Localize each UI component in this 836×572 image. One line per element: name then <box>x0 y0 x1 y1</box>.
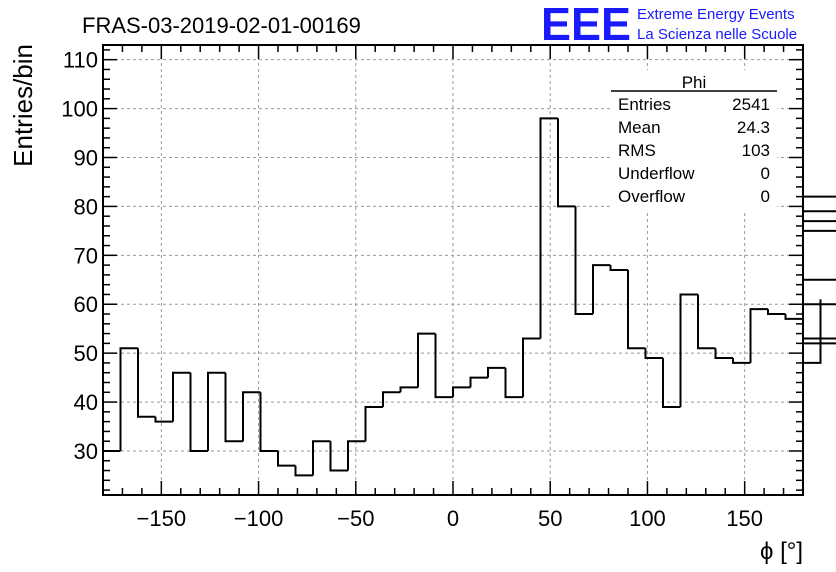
x-tick-label: 150 <box>726 506 763 531</box>
x-tick-labels: −150 −100 −50 0 50 100 150 <box>137 506 763 531</box>
stats-row-label: Entries <box>618 95 671 114</box>
eee-logo-line2: La Scienza nelle Scuole <box>637 26 797 43</box>
stats-title: Phi <box>682 73 707 92</box>
histogram-bin <box>137 348 156 418</box>
x-tick-label: 0 <box>447 506 459 531</box>
eee-logo-line1: Extreme Energy Events <box>637 6 795 23</box>
axes <box>102 44 804 496</box>
chart-title: FRAS-03-2019-02-01-00169 <box>82 13 361 38</box>
histogram-bin <box>522 337 541 398</box>
histogram-bin <box>803 342 836 345</box>
histogram-bin <box>504 367 523 399</box>
stats-row-label: RMS <box>618 141 656 160</box>
y-tick-label: 110 <box>63 48 98 73</box>
histogram-bin <box>294 465 313 477</box>
x-tick-label: −100 <box>234 506 284 531</box>
histogram-bin <box>749 308 768 363</box>
histogram-bin <box>574 206 593 316</box>
stats-row-value: 103 <box>742 141 770 160</box>
x-axis-label: ϕ [°] <box>760 538 803 565</box>
stats-row-value: 0 <box>761 164 770 183</box>
histogram-bin <box>557 118 576 208</box>
histogram-bin <box>172 371 191 422</box>
eee-logo-mark: EEE <box>541 0 631 50</box>
y-tick-label: 100 <box>61 97 98 122</box>
histogram-bin <box>434 333 453 399</box>
histogram-bin <box>364 405 383 442</box>
histogram-bin <box>679 293 698 407</box>
histogram-bin <box>259 392 278 452</box>
histogram-bin <box>277 450 296 467</box>
histogram-bin <box>382 391 401 407</box>
y-tick-label: 80 <box>74 194 98 219</box>
y-tick-labels: 30 40 50 60 70 80 90 100 110 <box>61 48 98 464</box>
stats-row-value: 24.3 <box>737 118 770 137</box>
histogram-bin <box>697 294 716 350</box>
histogram-bin <box>803 278 836 281</box>
histogram-bin <box>154 416 173 423</box>
stats-row-label: Mean <box>618 118 661 137</box>
y-tick-label: 30 <box>74 439 98 464</box>
y-tick-label: 60 <box>74 292 98 317</box>
eee-logo: EEE Extreme Energy Events La Scienza nel… <box>541 0 797 50</box>
y-axis-label: Entries/bin <box>8 44 38 167</box>
histogram-bin <box>592 264 611 315</box>
histogram-bin <box>767 309 786 316</box>
grid-lines <box>103 45 803 495</box>
histogram-bin <box>627 270 646 350</box>
histogram-bin <box>119 347 138 451</box>
histogram-bin <box>732 358 751 364</box>
histogram-bin <box>803 303 836 306</box>
x-tick-label: −150 <box>137 506 187 531</box>
y-tick-label: 40 <box>74 390 98 415</box>
histogram-bin <box>609 265 628 271</box>
stats-rows: Entries 2541 Mean 24.3 RMS 103 Underflow 0 Overf… <box>618 95 770 206</box>
histogram-bin <box>644 348 663 360</box>
stats-row-label: Overflow <box>618 187 686 206</box>
histogram-bin <box>784 314 803 320</box>
stats-row-value: 2541 <box>732 95 770 114</box>
histogram-bin <box>469 376 488 388</box>
histogram-bin <box>803 337 836 340</box>
histogram-bin <box>487 366 506 378</box>
y-tick-label: 90 <box>74 146 98 171</box>
histogram-bin <box>452 386 471 398</box>
histogram-bin <box>714 348 733 360</box>
histogram-bin <box>224 372 243 443</box>
x-tick-label: 50 <box>538 506 562 531</box>
histogram-bin <box>803 299 822 364</box>
x-tick-label: −50 <box>337 506 374 531</box>
histogram-bin <box>347 440 366 471</box>
histogram-bin <box>189 372 208 452</box>
stats-row-label: Underflow <box>618 164 695 183</box>
histogram-bin <box>662 358 681 408</box>
histogram-bin <box>329 441 348 472</box>
statistics-box: Phi Entries 2541 Mean 24.3 RMS 103 Underflow 0 O… <box>611 70 777 210</box>
histogram-bin <box>312 440 331 476</box>
stats-row-value: 0 <box>761 187 770 206</box>
histogram-bin <box>207 371 226 451</box>
histogram-bin <box>417 332 436 388</box>
x-tick-label: 100 <box>629 506 666 531</box>
y-tick-label: 70 <box>74 243 98 268</box>
y-tick-label: 50 <box>74 341 98 366</box>
histogram-bin <box>242 391 261 442</box>
histogram-bin <box>539 117 558 339</box>
histogram-bin <box>399 386 418 393</box>
